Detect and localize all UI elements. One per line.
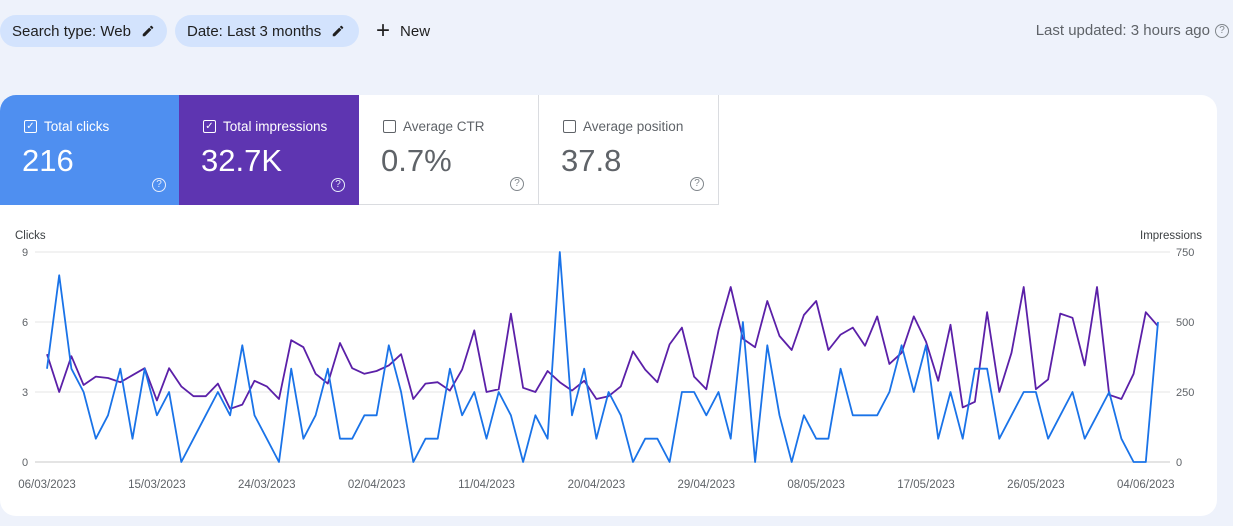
y-tick-label-left: 3 xyxy=(22,387,28,399)
edit-pencil-icon xyxy=(333,25,344,37)
checkbox-checked-icon[interactable]: ✓ xyxy=(203,120,216,133)
help-icon[interactable]: ? xyxy=(1215,23,1229,38)
last-updated-text: Last updated: 3 hours ago xyxy=(1035,22,1210,39)
metric-total-impressions[interactable]: ✓ Total impressions 32.7K ? xyxy=(179,95,359,205)
metric-title: ✓ Total impressions xyxy=(203,119,327,134)
x-tick-label: 08/05/2023 xyxy=(787,479,845,491)
checkbox-checked-icon[interactable]: ✓ xyxy=(24,120,37,133)
new-filter-label: New xyxy=(400,22,431,40)
metric-label: Average CTR xyxy=(403,119,485,134)
metric-average-ctr[interactable]: Average CTR 0.7% ? xyxy=(359,95,539,205)
metric-label: Average position xyxy=(583,119,684,134)
metric-label: Total clicks xyxy=(44,119,110,134)
checkbox-unchecked-icon[interactable] xyxy=(383,120,396,133)
x-tick-label: 04/06/2023 xyxy=(1117,479,1175,491)
metric-title: Average CTR xyxy=(383,119,485,134)
y-axis-label-left: Clicks xyxy=(15,230,46,242)
y-tick-label-left: 6 xyxy=(22,317,28,329)
metric-value: 32.7K xyxy=(201,143,283,178)
metric-label: Total impressions xyxy=(223,119,328,134)
y-tick-label-right: 500 xyxy=(1176,317,1194,329)
y-tick-label-right: 250 xyxy=(1176,387,1194,399)
y-axis-label-right: Impressions xyxy=(1140,230,1202,242)
checkbox-unchecked-icon[interactable] xyxy=(563,120,576,133)
x-tick-label: 24/03/2023 xyxy=(238,479,296,491)
date-filter-chip[interactable]: Date: Last 3 months xyxy=(175,15,359,47)
x-tick-label: 02/04/2023 xyxy=(348,479,406,491)
help-icon[interactable]: ? xyxy=(690,177,704,191)
new-filter-button[interactable]: + New xyxy=(376,17,430,45)
y-tick-label-left: 0 xyxy=(22,457,28,469)
metric-value: 216 xyxy=(22,143,74,178)
help-icon[interactable]: ? xyxy=(152,178,166,192)
metric-total-clicks[interactable]: ✓ Total clicks 216 ? xyxy=(0,95,180,205)
performance-card: ✓ Total clicks 216 ? ✓ Total impressions… xyxy=(0,95,1217,516)
help-icon[interactable]: ? xyxy=(331,178,345,192)
y-tick-label-right: 750 xyxy=(1176,247,1194,259)
x-tick-label: 26/05/2023 xyxy=(1007,479,1065,491)
x-tick-label: 15/03/2023 xyxy=(128,479,186,491)
metric-average-position[interactable]: Average position 37.8 ? xyxy=(539,95,719,205)
x-tick-label: 29/04/2023 xyxy=(677,479,735,491)
plus-icon: + xyxy=(376,17,391,44)
clicks-series-line xyxy=(46,251,1159,463)
x-tick-label: 11/04/2023 xyxy=(458,479,515,491)
y-tick-label-right: 0 xyxy=(1176,457,1182,469)
metric-title: ✓ Total clicks xyxy=(24,119,109,134)
last-updated: Last updated: 3 hours ago ? xyxy=(1036,22,1229,39)
help-icon[interactable]: ? xyxy=(510,177,524,191)
metric-title: Average position xyxy=(563,119,683,134)
search-type-filter-label: Search type: Web xyxy=(12,22,131,40)
x-tick-label: 20/04/2023 xyxy=(568,479,626,491)
y-tick-label-left: 9 xyxy=(22,247,28,259)
filter-bar: Search type: Web Date: Last 3 months + N… xyxy=(0,0,1233,62)
date-filter-label: Date: Last 3 months xyxy=(187,22,322,40)
metric-value: 0.7% xyxy=(381,143,452,178)
edit-pencil-icon xyxy=(142,25,154,37)
performance-chart: 0 3 6 9 0 250 500 750 Clicks Impressions 06/03/202… xyxy=(15,230,1202,491)
x-tick-label: 17/05/2023 xyxy=(897,479,955,491)
x-tick-label: 06/03/2023 xyxy=(18,479,76,491)
metric-value: 37.8 xyxy=(561,143,622,178)
search-type-filter-chip[interactable]: Search type: Web xyxy=(0,15,167,47)
